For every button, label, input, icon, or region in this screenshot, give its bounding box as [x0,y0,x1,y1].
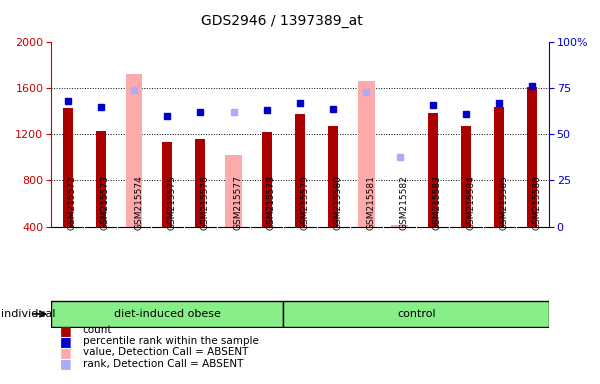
Text: GSM215581: GSM215581 [367,175,376,230]
Bar [358,81,375,227]
Bar [461,126,471,227]
Text: GSM215583: GSM215583 [433,175,442,230]
Bar [62,108,73,227]
Bar [328,126,338,227]
Text: GSM215584: GSM215584 [466,175,475,230]
Text: GSM215572: GSM215572 [68,175,77,230]
Text: GSM215574: GSM215574 [134,175,143,230]
Text: GSM215575: GSM215575 [167,175,176,230]
Text: count: count [83,325,112,335]
Bar [283,301,549,327]
Text: GSM215585: GSM215585 [499,175,508,230]
Bar [162,142,172,227]
Text: GSM215573: GSM215573 [101,175,110,230]
Text: ■: ■ [60,357,72,370]
Text: GSM215576: GSM215576 [200,175,209,230]
Text: GSM215582: GSM215582 [400,175,409,230]
Bar [51,301,283,327]
Text: individual: individual [1,309,56,319]
Bar [527,87,538,227]
Bar [494,107,504,227]
Bar [126,74,142,227]
Bar [391,225,408,227]
Text: GSM215579: GSM215579 [300,175,309,230]
Text: GSM215578: GSM215578 [267,175,276,230]
Bar [262,132,272,227]
Text: ■: ■ [60,346,72,359]
Text: GDS2946 / 1397389_at: GDS2946 / 1397389_at [201,14,363,28]
Text: control: control [397,309,436,319]
Text: diet-induced obese: diet-induced obese [114,309,221,319]
Bar [428,113,438,227]
Bar [226,155,242,227]
Bar [196,139,205,227]
Text: GSM215580: GSM215580 [333,175,342,230]
Text: GSM215586: GSM215586 [532,175,541,230]
Bar [96,131,106,227]
Text: ■: ■ [60,335,72,348]
Bar [295,114,305,227]
Text: GSM215577: GSM215577 [233,175,242,230]
Text: rank, Detection Call = ABSENT: rank, Detection Call = ABSENT [83,359,243,369]
Text: percentile rank within the sample: percentile rank within the sample [83,336,259,346]
Text: value, Detection Call = ABSENT: value, Detection Call = ABSENT [83,348,248,358]
Text: ■: ■ [60,324,72,337]
